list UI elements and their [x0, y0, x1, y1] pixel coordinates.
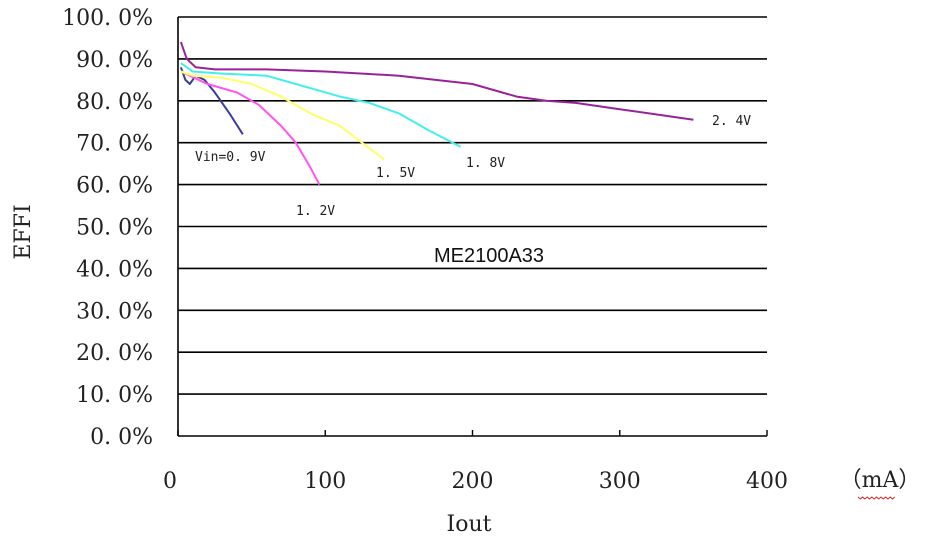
x-tick-label: 0 — [163, 469, 177, 494]
y-axis-title: EFFI — [11, 204, 36, 259]
x-axis-unit: （mA） — [840, 468, 921, 493]
x-tick-label: 400 — [746, 469, 788, 494]
chart-annotation: ME2100A33 — [434, 245, 544, 267]
y-tick-label: 10. 0% — [76, 383, 153, 408]
y-tick-label: 60. 0% — [76, 174, 153, 199]
y-tick-label: 80. 0% — [76, 90, 153, 115]
y-tick-label: 90. 0% — [76, 48, 153, 73]
series-line — [179, 66, 244, 135]
x-tick-label: 300 — [599, 469, 641, 494]
y-tick-label: 20. 0% — [76, 341, 153, 366]
x-axis-title: Iout — [447, 512, 492, 537]
series-label: Vin=0. 9V — [195, 150, 266, 165]
gridlines — [178, 16, 767, 395]
y-tick-label: 70. 0% — [76, 132, 153, 157]
series-line — [180, 70, 321, 186]
series-group — [179, 41, 694, 186]
series-label: 1. 8V — [466, 156, 505, 171]
y-tick-label: 0. 0% — [90, 425, 153, 450]
y-tick-label: 30. 0% — [76, 299, 153, 324]
series-label: 1. 2V — [296, 204, 335, 219]
axes — [177, 17, 896, 500]
x-tick-label: 100 — [304, 469, 346, 494]
y-tick-label: 100. 0% — [62, 6, 153, 31]
series-label: 1. 5V — [376, 166, 415, 181]
y-tick-label: 50. 0% — [76, 216, 153, 241]
series-line — [180, 70, 385, 161]
series-line — [180, 62, 462, 148]
y-tick-label: 40. 0% — [76, 257, 153, 282]
x-tick-label: 200 — [452, 469, 494, 494]
spellcheck-squiggle — [857, 496, 896, 500]
series-labels: Vin=0. 9V 1. 2V 1. 5V 1. 8V 2. 4V — [195, 114, 751, 219]
tick-labels: 0. 0% 10. 0% 20. 0% 30. 0% 40. 0% 50. 0% 60. 0… — [62, 6, 788, 494]
series-label: 2. 4V — [712, 114, 751, 129]
series-line — [179, 41, 694, 121]
